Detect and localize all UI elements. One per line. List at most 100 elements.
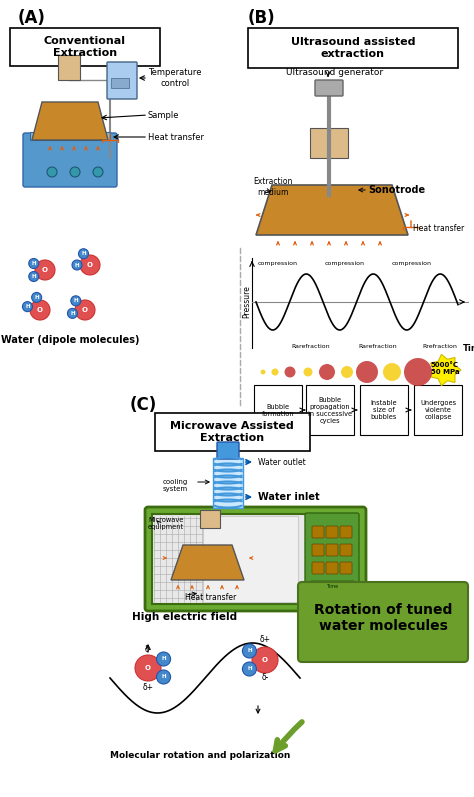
FancyBboxPatch shape <box>30 132 110 140</box>
FancyBboxPatch shape <box>107 62 137 99</box>
Circle shape <box>47 167 57 177</box>
FancyBboxPatch shape <box>155 413 310 451</box>
Polygon shape <box>32 102 108 140</box>
FancyBboxPatch shape <box>248 28 458 68</box>
Text: Time: Time <box>463 344 474 352</box>
Text: H: H <box>75 262 79 268</box>
FancyBboxPatch shape <box>306 385 354 435</box>
Circle shape <box>67 308 77 318</box>
Text: compression: compression <box>392 261 432 265</box>
FancyBboxPatch shape <box>326 562 338 574</box>
Text: H: H <box>70 311 75 316</box>
Text: Heat transfer: Heat transfer <box>413 223 464 233</box>
Text: (A): (A) <box>18 9 46 27</box>
Text: Rarefraction: Rarefraction <box>359 344 397 348</box>
Text: Rotation of tuned
water molecules: Rotation of tuned water molecules <box>314 603 452 633</box>
Circle shape <box>29 258 39 269</box>
Circle shape <box>71 296 81 306</box>
Text: High electric field: High electric field <box>132 612 237 622</box>
Text: Rrefraction: Rrefraction <box>422 344 457 348</box>
Text: H: H <box>34 295 39 300</box>
Circle shape <box>272 368 279 375</box>
FancyBboxPatch shape <box>312 562 324 574</box>
FancyBboxPatch shape <box>203 516 298 602</box>
Text: O: O <box>262 657 268 663</box>
Circle shape <box>319 364 335 380</box>
FancyBboxPatch shape <box>326 544 338 556</box>
Polygon shape <box>256 185 408 235</box>
FancyBboxPatch shape <box>10 28 160 66</box>
Circle shape <box>156 670 171 684</box>
FancyBboxPatch shape <box>340 562 352 574</box>
FancyBboxPatch shape <box>360 385 408 435</box>
Text: δ-: δ- <box>261 673 269 682</box>
Circle shape <box>70 167 80 177</box>
Text: Rarefraction: Rarefraction <box>292 344 330 348</box>
Text: δ+: δ+ <box>259 635 271 645</box>
Circle shape <box>72 260 82 270</box>
Circle shape <box>261 370 265 375</box>
Text: Molecular rotation and polarization: Molecular rotation and polarization <box>110 751 290 760</box>
Text: Water inlet: Water inlet <box>258 492 319 502</box>
FancyBboxPatch shape <box>298 582 468 662</box>
Text: H: H <box>161 674 166 680</box>
Text: O: O <box>37 307 43 313</box>
FancyBboxPatch shape <box>213 458 243 508</box>
Text: Water (dipole molecules): Water (dipole molecules) <box>1 335 139 345</box>
Circle shape <box>32 292 42 302</box>
Text: Microwave
equipment: Microwave equipment <box>148 516 184 529</box>
Text: (C): (C) <box>130 396 157 414</box>
Text: Conventional
Extraction: Conventional Extraction <box>44 36 126 58</box>
Text: O: O <box>87 262 93 268</box>
Text: Ultrasound generator: Ultrasound generator <box>286 68 383 77</box>
FancyBboxPatch shape <box>312 526 324 538</box>
Text: Water outlet: Water outlet <box>258 457 306 466</box>
Text: H: H <box>247 649 252 654</box>
Circle shape <box>404 358 432 386</box>
Circle shape <box>383 363 401 381</box>
Text: compression: compression <box>258 261 298 265</box>
Circle shape <box>35 260 55 280</box>
Text: H: H <box>31 261 36 266</box>
FancyBboxPatch shape <box>145 507 366 611</box>
FancyBboxPatch shape <box>310 128 348 158</box>
Text: Time: Time <box>326 583 338 588</box>
Circle shape <box>252 647 278 673</box>
Circle shape <box>22 301 32 312</box>
FancyBboxPatch shape <box>152 514 309 604</box>
Circle shape <box>135 655 161 681</box>
Text: Bubble
formation: Bubble formation <box>262 403 294 417</box>
FancyBboxPatch shape <box>340 526 352 538</box>
Circle shape <box>303 367 312 376</box>
FancyBboxPatch shape <box>23 133 117 187</box>
Text: δ-: δ- <box>144 646 152 654</box>
Polygon shape <box>171 545 244 580</box>
Circle shape <box>242 644 256 658</box>
FancyBboxPatch shape <box>111 78 129 88</box>
Circle shape <box>156 652 171 666</box>
Text: Instable
size of
bubbles: Instable size of bubbles <box>371 400 397 420</box>
FancyBboxPatch shape <box>311 580 353 594</box>
FancyBboxPatch shape <box>254 385 302 435</box>
Text: Sonotrode: Sonotrode <box>368 185 425 195</box>
Text: H: H <box>31 274 36 279</box>
Text: compression: compression <box>325 261 365 265</box>
Text: Ultrasound assisted
extraction: Ultrasound assisted extraction <box>291 37 415 59</box>
FancyBboxPatch shape <box>305 513 359 605</box>
FancyArrowPatch shape <box>275 722 302 751</box>
Text: Undergoes
violente
collapse: Undergoes violente collapse <box>420 400 456 420</box>
FancyBboxPatch shape <box>414 385 462 435</box>
Text: Heat transfer: Heat transfer <box>185 592 236 602</box>
Circle shape <box>29 272 39 281</box>
FancyBboxPatch shape <box>315 80 343 96</box>
Circle shape <box>341 366 353 378</box>
Text: Bubble
propagation
in successive
cycles: Bubble propagation in successive cycles <box>308 396 352 423</box>
Text: δ+: δ+ <box>143 684 154 693</box>
Circle shape <box>242 662 256 676</box>
Text: O: O <box>145 665 151 671</box>
Text: cooling
system: cooling system <box>163 478 188 492</box>
Circle shape <box>75 300 95 320</box>
Text: Sample: Sample <box>148 111 180 120</box>
FancyBboxPatch shape <box>340 544 352 556</box>
FancyBboxPatch shape <box>200 510 220 528</box>
